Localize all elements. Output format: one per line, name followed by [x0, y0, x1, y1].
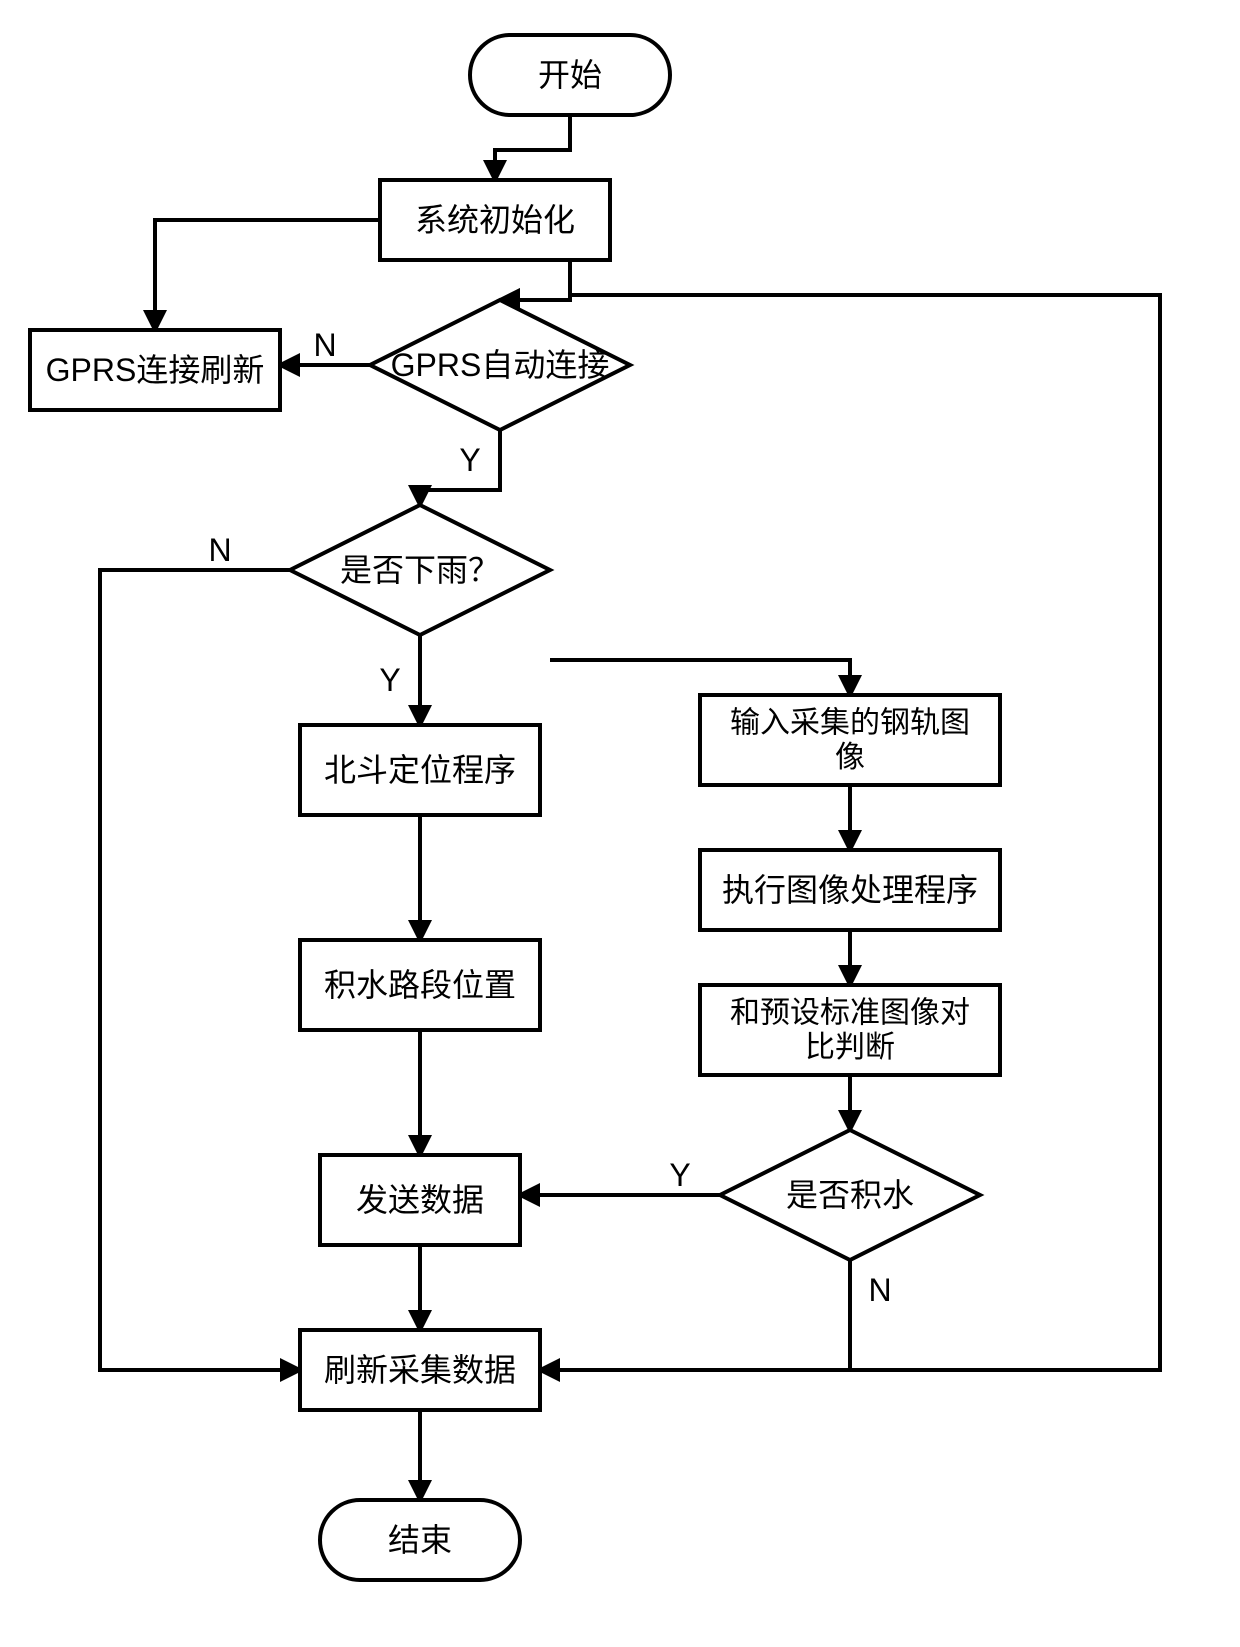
edge-label: Y	[379, 662, 400, 698]
flow-edge	[100, 570, 300, 1370]
node-label: 发送数据	[356, 1182, 484, 1218]
edge-label: N	[208, 532, 231, 568]
node-label: 比判断	[805, 1031, 895, 1064]
node-label: 系统初始化	[415, 202, 575, 238]
node-label: 开始	[538, 57, 602, 93]
node-label: 输入采集的钢轨图	[730, 706, 970, 739]
flow-edge	[500, 260, 570, 300]
edge-label: N	[313, 327, 336, 363]
node-label: 是否下雨？	[340, 552, 500, 588]
node-label: 结束	[388, 1522, 452, 1558]
node-label: GPRS连接刷新	[46, 352, 265, 388]
node-label: 刷新采集数据	[324, 1352, 516, 1388]
edge-label: Y	[669, 1157, 690, 1193]
flow-edge	[550, 660, 850, 695]
flow-edge	[155, 220, 380, 330]
flow-edge	[540, 1260, 850, 1370]
node-label: 执行图像处理程序	[722, 872, 978, 908]
node-label: 是否积水	[786, 1177, 914, 1213]
flow-edge	[495, 115, 570, 180]
node-label: 像	[835, 741, 865, 774]
node-label: 北斗定位程序	[324, 752, 516, 788]
node-label: GPRS自动连接	[391, 347, 610, 383]
edge-label: N	[868, 1272, 891, 1308]
node-label: 积水路段位置	[324, 967, 516, 1003]
node-label: 和预设标准图像对	[730, 996, 970, 1029]
flowchart-canvas: N Y Y N Y N 开始系统初始化 GPRS连接刷新 GPRS自动连接是否下雨？ 北斗定位程序…	[0, 0, 1240, 1647]
edge-label: Y	[459, 442, 480, 478]
